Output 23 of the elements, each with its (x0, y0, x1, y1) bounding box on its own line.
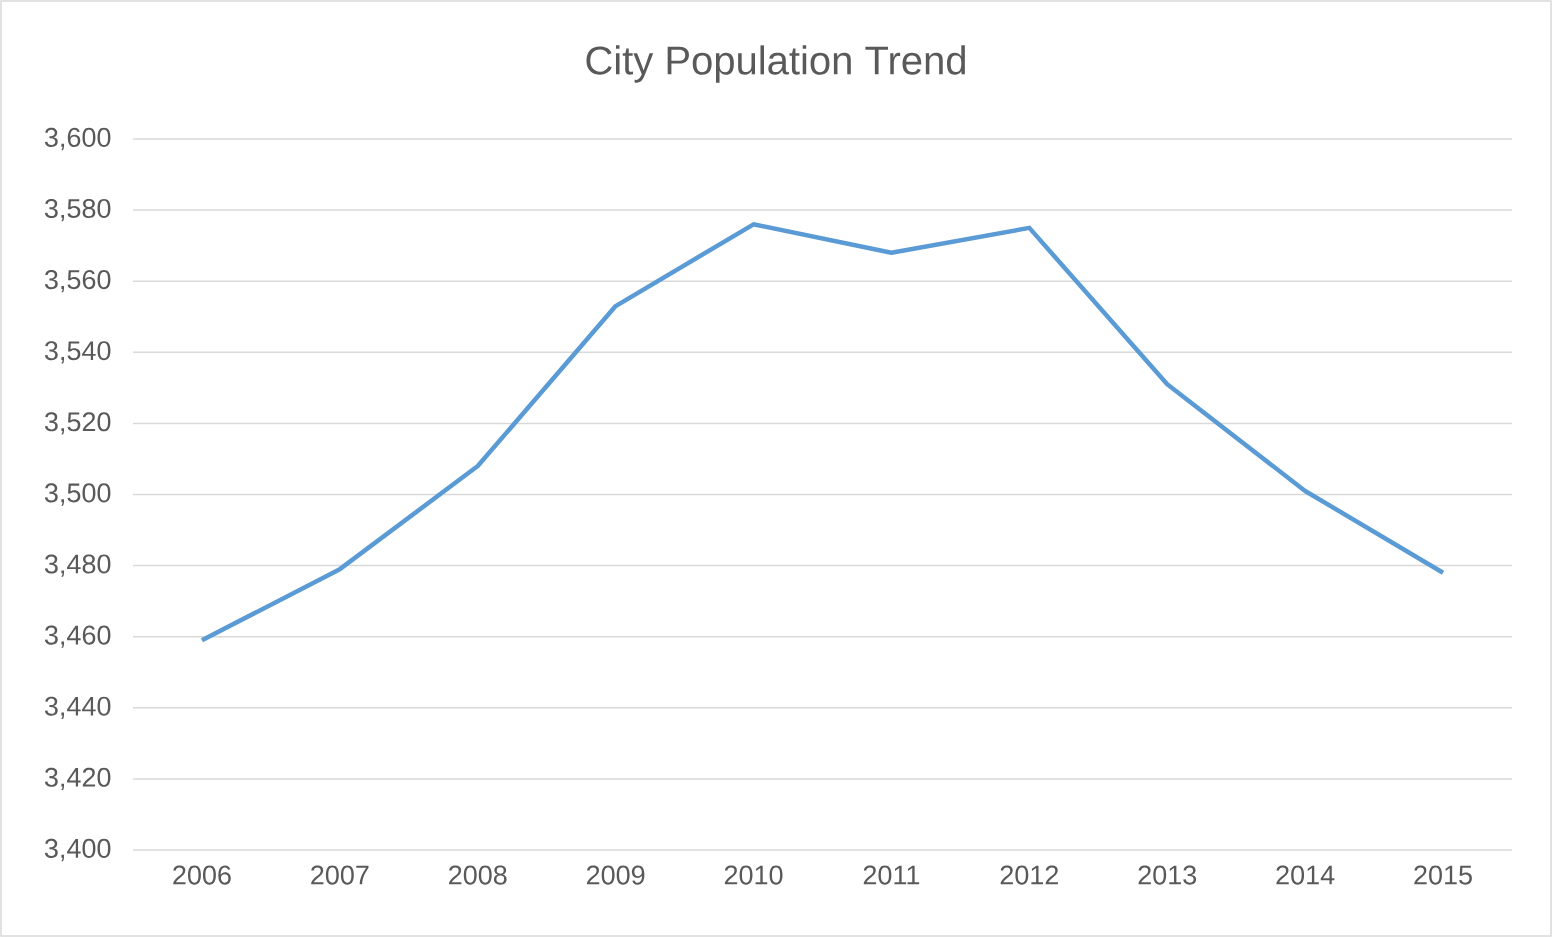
line-series (199, 222, 1446, 643)
x-tick-label: 2007 (311, 865, 369, 885)
y-tick-label: 3,560 (44, 270, 111, 293)
x-tick-label: 2008 (449, 865, 507, 885)
x-tick-label: 2012 (1000, 865, 1058, 885)
x-tick-label: 2010 (724, 865, 783, 885)
x-tick-label: 2013 (1138, 865, 1197, 885)
y-tick-label: 3,480 (44, 554, 111, 577)
y-tick-label: 3,520 (44, 412, 111, 435)
x-tick-label: 2009 (586, 865, 645, 885)
y-tick-label: 3,580 (44, 198, 111, 222)
y-tick-label: 3,540 (44, 341, 111, 364)
y-tick-label: 3,400 (44, 838, 111, 862)
x-tick-label: 2015 (1414, 865, 1472, 885)
y-tick-label: 3,500 (44, 483, 111, 506)
y-tick-label: 3,600 (44, 127, 111, 151)
y-tick-label: 3,420 (44, 767, 111, 791)
y-tick-label: 3,440 (44, 696, 111, 719)
x-tick-label: 2006 (173, 865, 231, 885)
y-tick-label: 3,460 (44, 625, 111, 648)
x-tick-label: 2011 (863, 865, 920, 885)
x-tick-label: 2014 (1276, 865, 1335, 885)
chart-title: City Population Trend (586, 45, 965, 83)
